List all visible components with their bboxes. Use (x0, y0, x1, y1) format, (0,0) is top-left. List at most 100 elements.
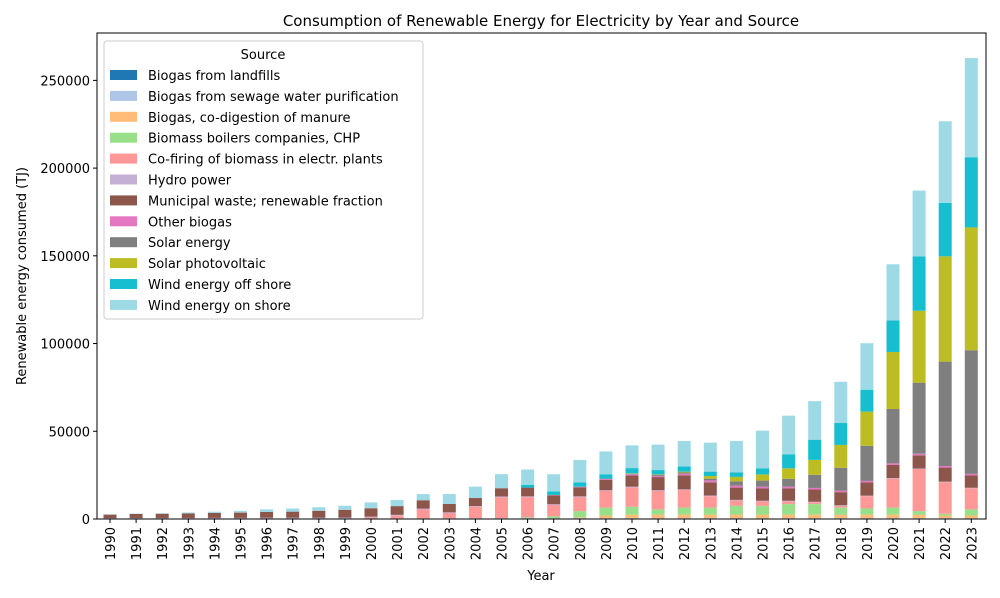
bar-segment (599, 490, 613, 491)
bar-segment (912, 514, 926, 519)
bar-segment (756, 474, 769, 481)
bar-segment (599, 474, 613, 479)
bar-segment (573, 487, 587, 497)
x-tick-label: 1996 (261, 527, 276, 560)
bar-segment (521, 496, 535, 498)
y-tick-label: 200000 (40, 162, 90, 177)
bar-segment (651, 475, 665, 478)
bar-segment (886, 464, 900, 479)
x-tick-label: 2001 (391, 527, 406, 560)
x-tick-label: 2006 (522, 527, 537, 560)
bar-segment (677, 473, 691, 476)
bar-segment (756, 500, 769, 502)
legend-label: Wind energy off shore (148, 278, 291, 293)
bar-segment (599, 515, 613, 519)
bar-segment (886, 478, 900, 508)
bar-segment (495, 496, 508, 498)
bar-segment (729, 499, 743, 501)
bar-segment (912, 453, 926, 456)
bar-segment (964, 227, 978, 351)
x-tick-label: 2010 (626, 527, 641, 560)
bar-segment (782, 478, 796, 487)
bar-segment (625, 475, 639, 487)
bar-segment (938, 481, 952, 483)
legend-swatch (110, 258, 137, 269)
bar-segment (625, 473, 639, 475)
bar-segment (860, 508, 874, 515)
x-tick-label: 1998 (313, 527, 328, 560)
legend-title: Source (241, 48, 286, 63)
bar-segment (834, 492, 848, 506)
x-tick-label: 2000 (365, 527, 380, 560)
legend-swatch (110, 237, 137, 248)
x-tick-label: 1997 (287, 527, 302, 560)
legend-swatch (110, 195, 137, 206)
bar-segment (547, 504, 561, 517)
bar-segment (938, 202, 952, 257)
legend-box (103, 40, 424, 320)
bar-segment (651, 514, 665, 519)
legend-swatch (110, 111, 137, 122)
bar-segment (625, 445, 639, 469)
legend-label: Biogas from landfills (148, 69, 280, 84)
bar-segment (964, 487, 978, 489)
x-tick-label: 2005 (496, 527, 511, 560)
bar-segment (938, 467, 952, 482)
bar-segment (782, 454, 796, 469)
bar-segment (129, 517, 143, 519)
bar-segment (729, 505, 743, 515)
bar-segment (782, 486, 796, 489)
legend-label: Wind energy on shore (148, 299, 291, 314)
bar-segment (260, 509, 274, 512)
bar-segment (912, 455, 926, 469)
bar-segment (651, 477, 665, 491)
bar-segment (442, 494, 456, 504)
y-tick-label: 150000 (40, 250, 90, 265)
bar-segment (599, 451, 613, 475)
bar-segment (808, 514, 822, 519)
bar-segment (286, 508, 300, 512)
bar-segment (286, 511, 300, 518)
legend-swatch (110, 174, 137, 185)
legend-swatch (110, 279, 137, 289)
bar-segment (364, 502, 378, 509)
bar-segment (390, 515, 404, 519)
bar-segment (756, 430, 769, 469)
bar-segment (964, 58, 978, 158)
bar-segment (729, 440, 743, 473)
bar-segment (573, 497, 587, 512)
bar-segment (338, 509, 352, 518)
bar-segment (756, 501, 769, 506)
bar-segment (442, 503, 456, 513)
bar-segment (808, 459, 822, 475)
bar-segment (677, 507, 691, 515)
bar-segment (886, 264, 900, 321)
bar-segment (912, 310, 926, 383)
x-tick-label: 2004 (469, 527, 484, 560)
bar-segment (495, 488, 508, 497)
x-tick-label: 1995 (235, 527, 250, 560)
legend-items: Biogas from landfills Biogas from sewage … (110, 69, 399, 314)
x-tick-label: 2020 (887, 527, 902, 560)
bar-segment (416, 494, 430, 501)
bar-segment (756, 514, 769, 519)
bar-segment (886, 478, 900, 479)
bar-segment (964, 488, 978, 510)
bar-segment (155, 513, 169, 514)
legend-label: Biogas, co-digestion of manure (148, 111, 351, 126)
bar-segment (155, 513, 169, 518)
bar-segment (860, 480, 874, 483)
x-tick-label: 2019 (861, 527, 876, 560)
legend-label: Hydro power (148, 174, 232, 189)
bar-segment (312, 507, 326, 511)
legend-label: Biomass boilers companies, CHP (148, 132, 360, 147)
x-tick-label: 2003 (443, 527, 458, 560)
bar-segment (729, 487, 743, 500)
bar-segment (521, 469, 535, 485)
bar-segment (547, 474, 561, 492)
bar-segment (834, 514, 848, 519)
chart-title: Consumption of Renewable Energy for Elec… (283, 12, 799, 30)
bar-segment (860, 343, 874, 390)
bar-segment (782, 500, 796, 502)
